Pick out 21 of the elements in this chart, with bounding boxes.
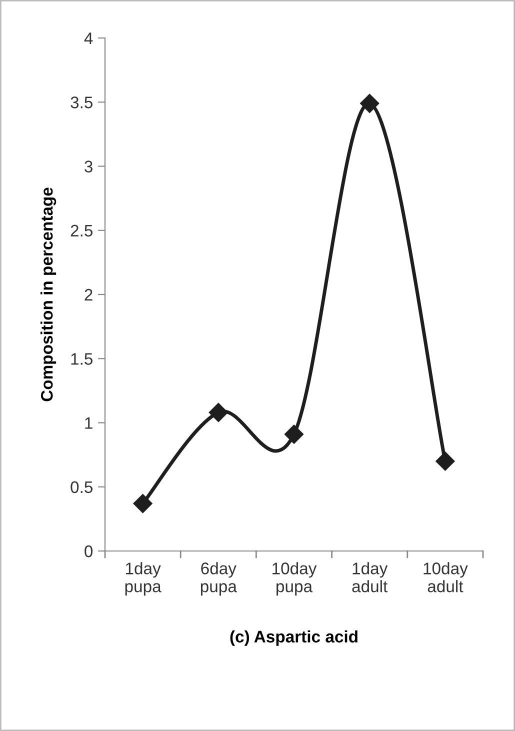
y-tick-label: 3 bbox=[84, 160, 92, 172]
y-tick-label: 0 bbox=[84, 545, 93, 558]
x-tick-label: 6day pupa bbox=[200, 562, 237, 596]
point bbox=[208, 402, 228, 422]
y-tick-label: 0.5 bbox=[70, 481, 92, 494]
y-tick-label: 1.5 bbox=[71, 353, 92, 365]
point bbox=[436, 452, 455, 471]
point bbox=[360, 94, 380, 113]
x-axis-title: (c) Aspartic acid bbox=[230, 630, 358, 646]
y-tick-label: 2.5 bbox=[70, 224, 92, 237]
y-tick-label: 3.5 bbox=[70, 96, 92, 108]
point bbox=[133, 494, 152, 514]
y-axis-title: Composition in percentage bbox=[40, 188, 56, 402]
x-tick-label: 10day pupa bbox=[272, 562, 317, 596]
y-tick-label: 1 bbox=[85, 417, 92, 429]
x-tick-label: 1day pupa bbox=[125, 562, 162, 596]
y-tick-label: 2 bbox=[84, 288, 92, 301]
x-tick-label: 10day adult bbox=[424, 562, 468, 592]
point bbox=[284, 424, 304, 444]
y-tick-label: 4 bbox=[84, 32, 93, 44]
x-tick-label: 1day adult bbox=[352, 562, 388, 592]
